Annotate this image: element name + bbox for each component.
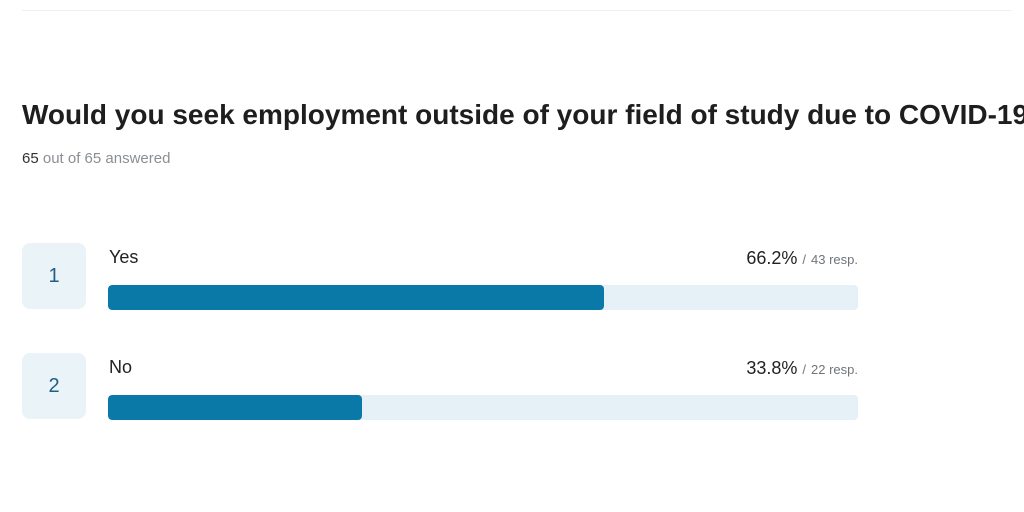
choice-stats: 33.8% / 22 resp. (746, 358, 858, 379)
bar-yes (108, 285, 605, 310)
choice-label: No (109, 357, 133, 377)
choice-percent: 33.8% (746, 358, 798, 378)
answered-total: out of 65 answered (42, 150, 171, 167)
choice-responses: 22 resp. (811, 362, 858, 377)
answered-summary: 65 out of 65 answered (22, 150, 170, 167)
choice-row-1: 1 Yes 66.2% / 43 resp. (22, 243, 862, 313)
bar-no (108, 395, 362, 420)
stats-separator: / (802, 362, 806, 377)
choice-responses: 43 resp. (811, 252, 858, 267)
choice-index-badge: 1 (22, 243, 86, 309)
choice-label: Yes (109, 247, 139, 267)
choice-index-badge: 2 (22, 353, 86, 419)
stats-separator: / (802, 252, 806, 267)
bar-track (108, 285, 858, 310)
bar-track (108, 395, 858, 420)
choice-row-2: 2 No 33.8% / 22 resp. (22, 353, 862, 423)
question-title: Would you seek employment outside of you… (22, 99, 1024, 130)
answered-count: 65 (22, 150, 39, 167)
choice-percent: 66.2% (746, 248, 798, 268)
top-divider (22, 10, 1012, 11)
choice-stats: 66.2% / 43 resp. (746, 248, 858, 269)
